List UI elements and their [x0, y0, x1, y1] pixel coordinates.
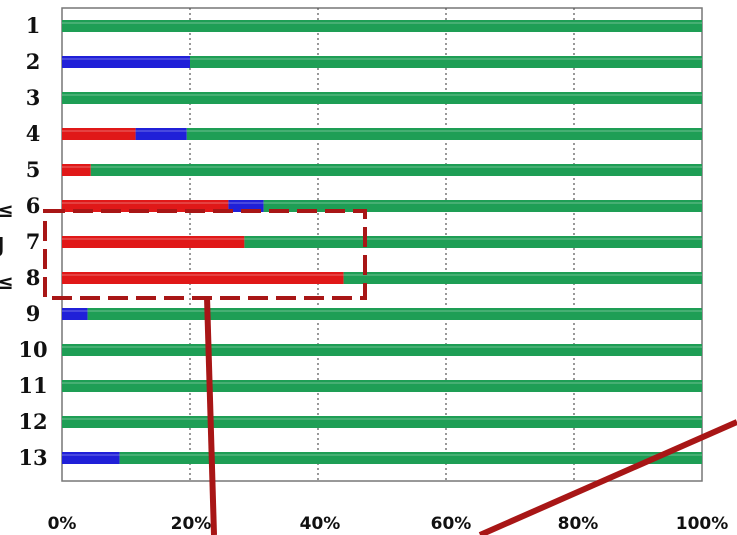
y-tick-label: 7 [26, 229, 41, 254]
bar-highlight [62, 238, 245, 240]
y-tick-label: 5 [26, 157, 41, 182]
y-tick-label: 2 [26, 49, 41, 74]
y-tick-label: 13 [18, 445, 47, 470]
y-tick-label: 8 [26, 265, 41, 290]
y-tick-label: 6 [26, 193, 41, 218]
bar-highlight [135, 130, 187, 132]
bar-segment [62, 380, 702, 392]
bar-highlight [90, 166, 703, 168]
x-tick-label: 60% [431, 514, 472, 534]
x-tick-labels: 0% 20% 40% 60% 80% 100% [48, 514, 729, 534]
callout-line [478, 419, 737, 535]
bar-segment [62, 164, 91, 176]
y-tick-label: 11 [18, 373, 47, 398]
bar-segment [87, 308, 703, 320]
y-tick-label: 9 [26, 301, 41, 326]
bar-highlight [62, 22, 702, 24]
bar-segment [62, 128, 136, 140]
bar-highlight [62, 58, 190, 60]
bar-highlight [62, 274, 344, 276]
y-tick-label: 4 [26, 121, 41, 146]
clipped-label-fragment: J [0, 233, 4, 257]
bar-highlight [62, 130, 136, 132]
bar-segment [62, 236, 245, 248]
callout-line [204, 296, 217, 535]
y-tick-label: 3 [26, 85, 41, 110]
bar-highlight [62, 94, 702, 96]
bar-segment [62, 272, 344, 284]
y-tick-label: 12 [18, 409, 47, 434]
x-tick-label: 20% [171, 514, 212, 534]
x-tick-label: 0% [48, 514, 77, 534]
bar-highlight [62, 166, 91, 168]
bar-highlight [62, 382, 702, 384]
bar-highlight [186, 130, 703, 132]
bar-segment [343, 272, 702, 284]
bar-highlight [62, 418, 702, 420]
bar-segment [135, 128, 187, 140]
left-label-fragments: ≤ J ≤ [0, 198, 14, 294]
bar-highlight [119, 454, 703, 456]
bar-highlight [343, 274, 702, 276]
clipped-label-fragment: ≤ [0, 198, 14, 222]
x-tick-label: 80% [558, 514, 599, 534]
bar-segment [62, 344, 702, 356]
x-tick-label: 100% [676, 514, 729, 534]
bar-highlight [62, 310, 88, 312]
bar-highlight [62, 202, 229, 204]
bar-highlight [190, 58, 702, 60]
bar-highlight [244, 238, 702, 240]
bar-segment [190, 56, 702, 68]
bars [62, 20, 703, 464]
y-tick-label: 10 [18, 337, 47, 362]
bar-highlight [228, 202, 264, 204]
bar-segment [62, 416, 702, 428]
bar-segment [62, 20, 702, 32]
bar-segment [62, 56, 190, 68]
clipped-label-fragment: ≤ [0, 270, 14, 294]
bar-highlight [263, 202, 702, 204]
bar-segment [90, 164, 703, 176]
bar-highlight [87, 310, 703, 312]
y-tick-label: 1 [26, 13, 41, 38]
bar-segment [62, 308, 88, 320]
bar-segment [62, 92, 702, 104]
bar-segment [186, 128, 703, 140]
bar-segment [263, 200, 702, 212]
bar-segment [244, 236, 702, 248]
x-tick-label: 40% [300, 514, 341, 534]
bar-highlight [62, 454, 120, 456]
bar-segment [119, 452, 703, 464]
bar-highlight [62, 346, 702, 348]
bar-segment [62, 452, 120, 464]
